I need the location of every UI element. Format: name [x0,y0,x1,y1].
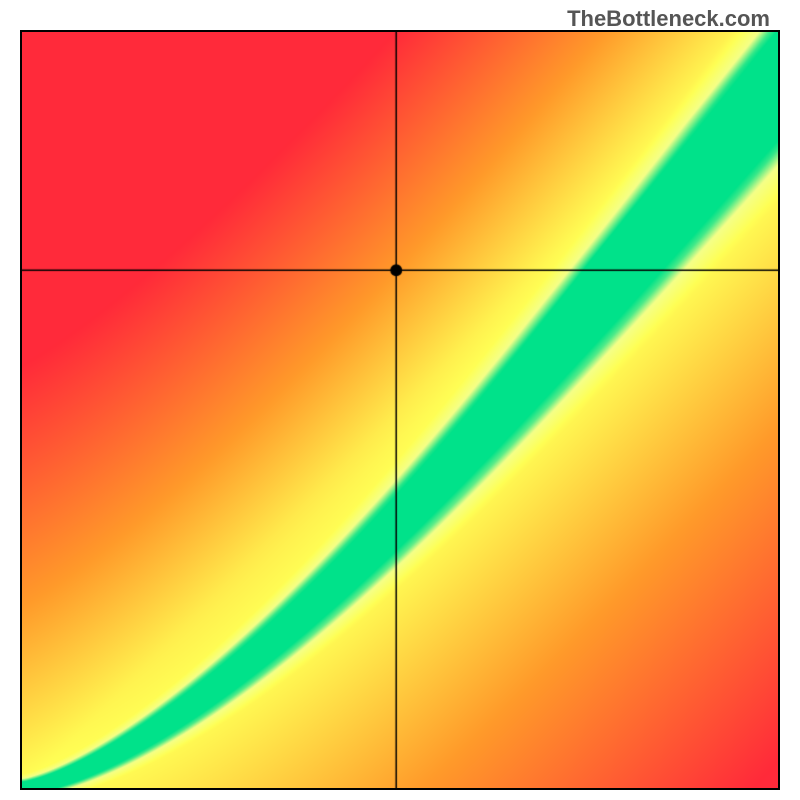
root-container: TheBottleneck.com [0,0,800,800]
heatmap-canvas [22,32,778,788]
attribution-text: TheBottleneck.com [567,6,770,32]
heatmap-plot [20,30,780,790]
